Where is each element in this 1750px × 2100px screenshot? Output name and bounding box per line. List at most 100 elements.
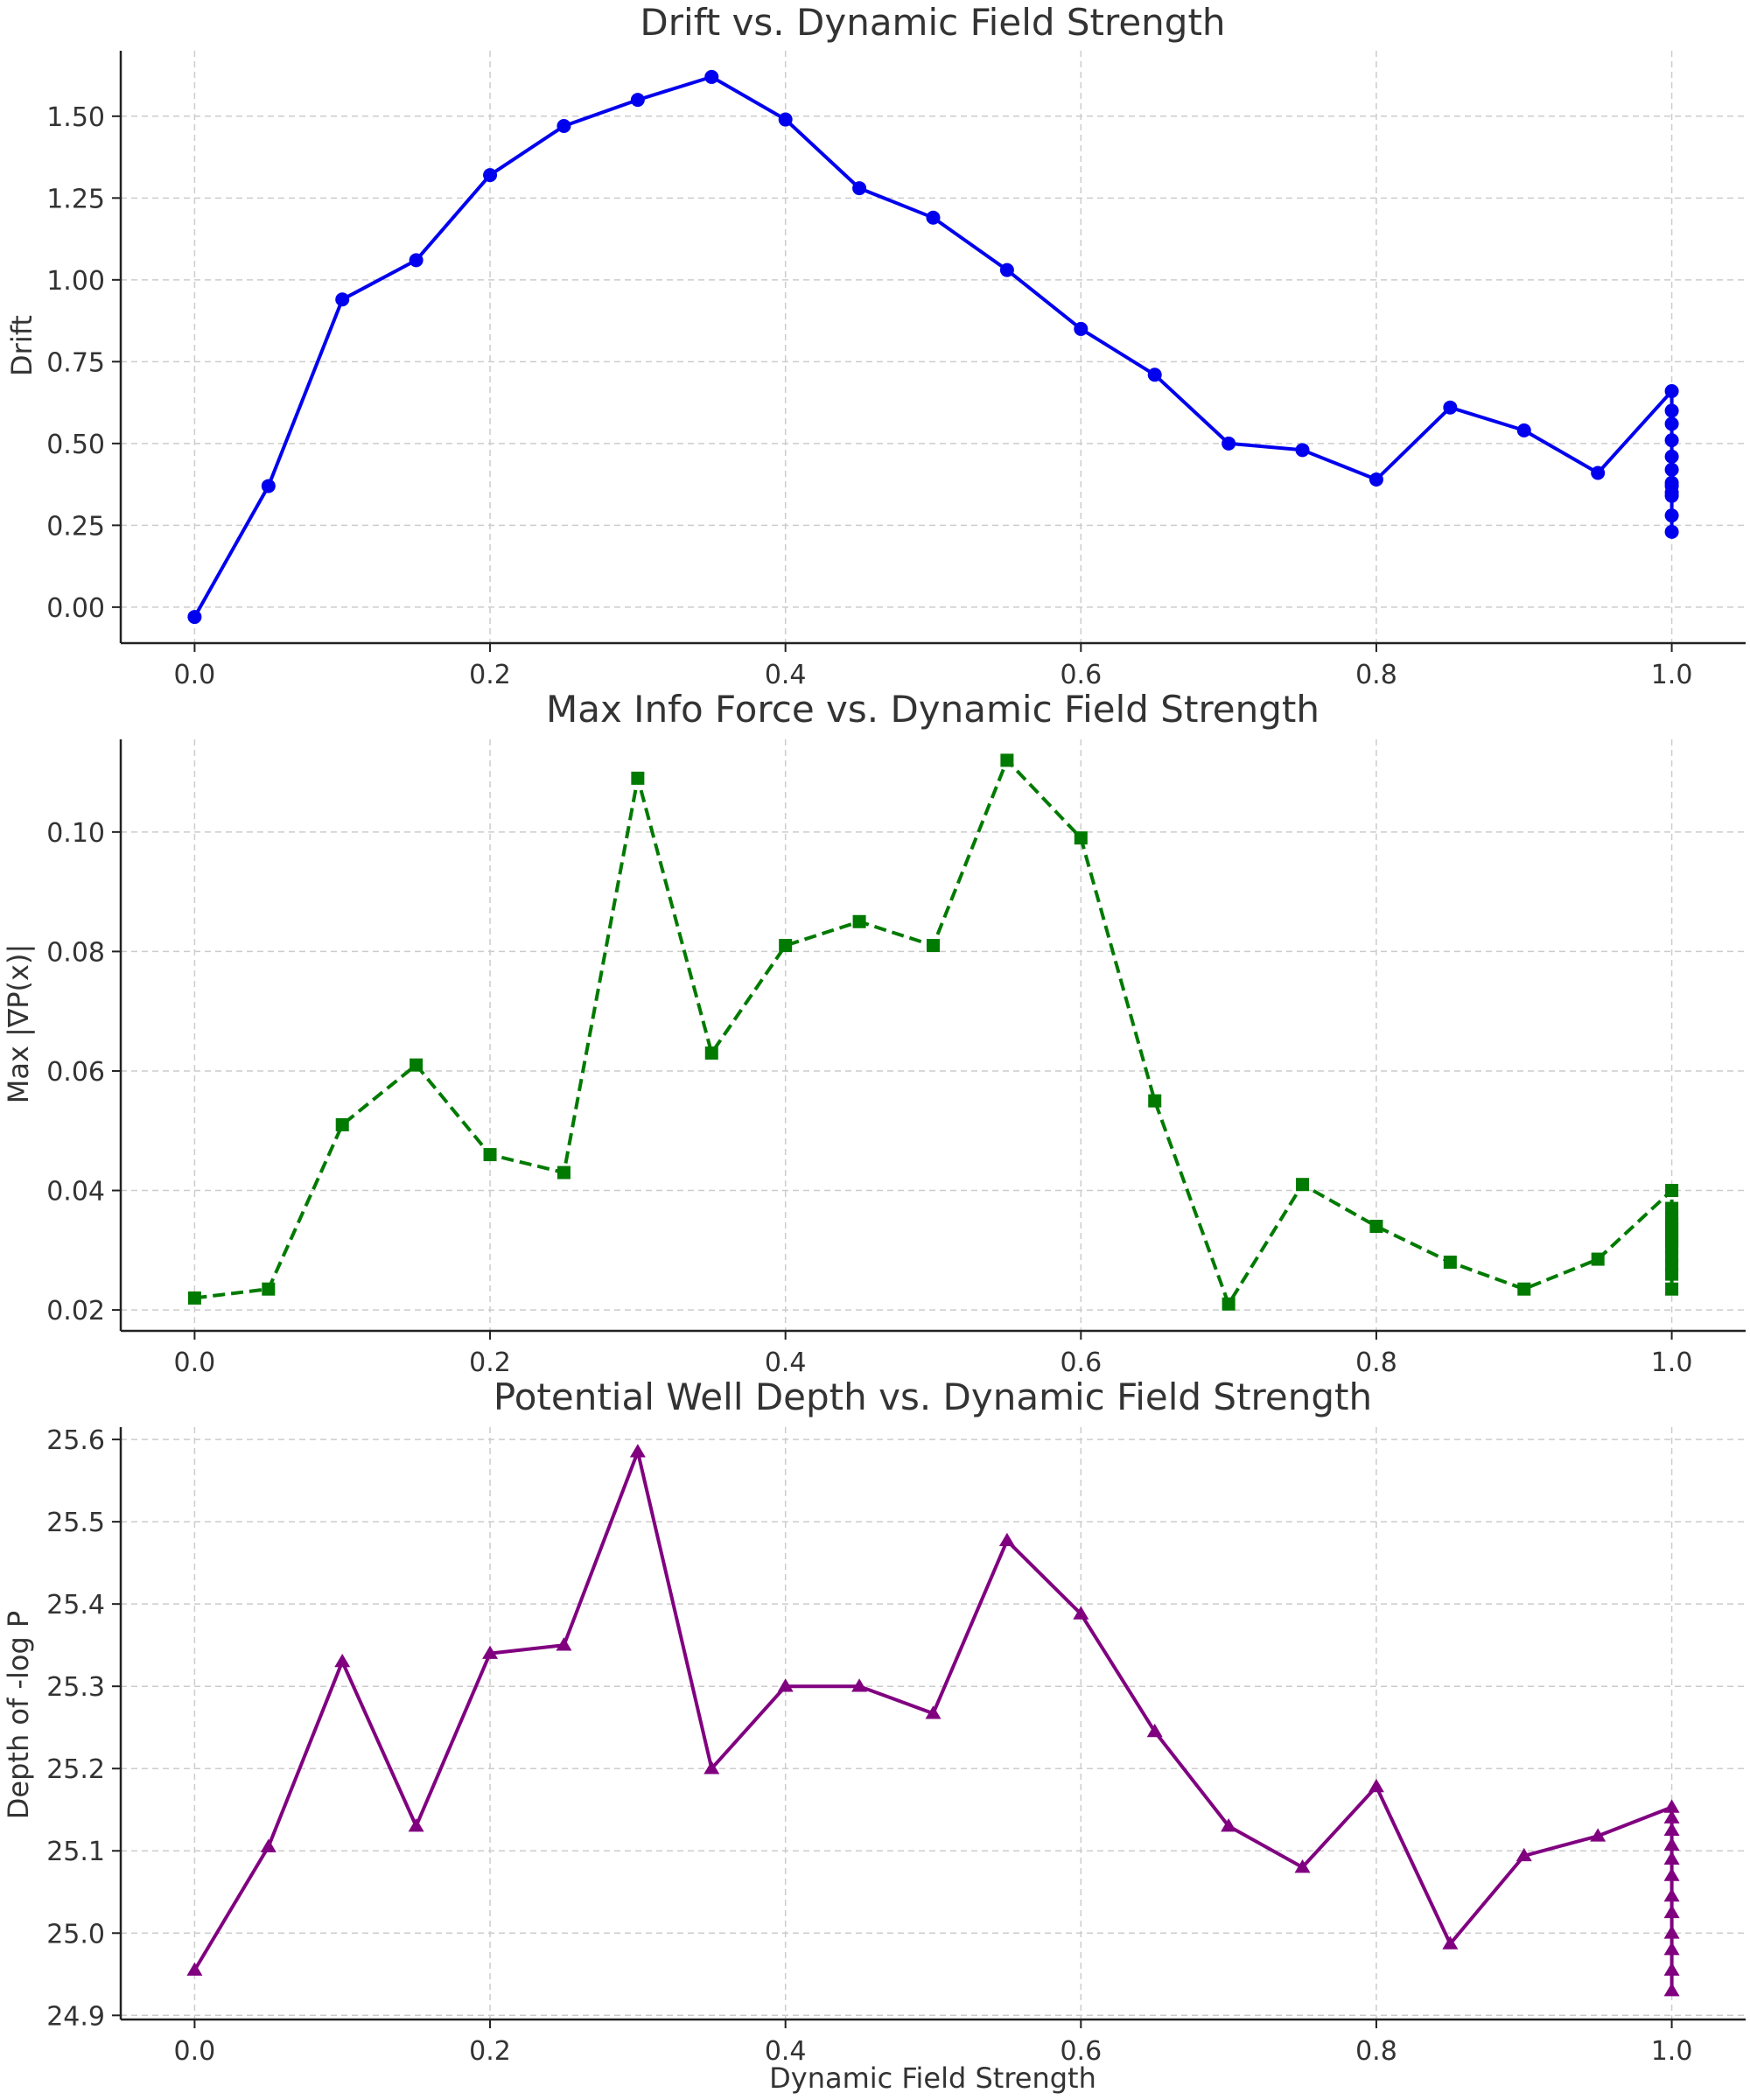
max-info-force-panel-data-point [187, 1291, 201, 1305]
max-info-force-panel: Max Info Force vs. Dynamic Field Strengt… [2, 688, 1746, 1378]
drift-panel-title: Drift vs. Dynamic Field Strength [640, 1, 1225, 44]
potential-well-depth-panel-grid [121, 1427, 1746, 2020]
max-info-force-panel-data-point [1222, 1297, 1236, 1311]
max-info-force-panel-axes: 0.0 0.2 0.4 0.6 0.8 1.0 0.02 0.04 0.06 0.08 0.10 [46, 739, 1746, 1378]
max-info-force-panel-data-point [1443, 1255, 1457, 1269]
max-info-force-panel-xtick-label: 0.4 [765, 1348, 807, 1378]
drift-panel-data-point [1664, 524, 1679, 539]
max-info-force-panel-xtick-label: 0.2 [469, 1348, 511, 1378]
potential-well-depth-panel-data-point [1294, 1859, 1311, 1873]
drift-panel-data-point [1664, 462, 1679, 477]
potential-well-depth-panel-data-point [998, 1532, 1015, 1547]
drift-panel-data-point [999, 262, 1014, 277]
potential-well-depth-panel-data-point [1442, 1936, 1459, 1950]
potential-well-depth-panel-ytick-label: 25.5 [46, 1508, 105, 1538]
potential-well-depth-panel-xtick-label: 0.4 [765, 2036, 807, 2067]
drift-panel-ytick-label: 1.50 [46, 102, 105, 133]
max-info-force-panel-data-point [1000, 753, 1014, 767]
potential-well-depth-panel-data-point [1663, 1925, 1680, 1939]
drift-panel-xtick-label: 0.6 [1060, 660, 1102, 690]
max-info-force-panel-data-point [1517, 1282, 1531, 1296]
max-info-force-panel-ytick-label: 0.02 [46, 1296, 105, 1326]
potential-well-depth-panel-xtick-label: 0.8 [1355, 2036, 1397, 2067]
drift-panel-data-point [1664, 433, 1679, 448]
potential-well-depth-panel-title: Potential Well Depth vs. Dynamic Field S… [494, 1376, 1372, 1418]
potential-well-depth-panel-xlabel: Dynamic Field Strength [769, 2062, 1096, 2095]
drift-panel-data-point [630, 93, 645, 108]
drift-panel: Drift vs. Dynamic Field Strength Drift 0… [5, 1, 1746, 690]
max-info-force-panel-data-point [852, 914, 866, 928]
max-info-force-panel-ylabel: Max |∇P(x)| [2, 944, 35, 1104]
max-info-force-panel-data-point [410, 1058, 424, 1072]
potential-well-depth-panel-xtick-label: 0.2 [469, 2036, 511, 2067]
drift-panel-data-point [1664, 403, 1679, 418]
potential-well-depth-panel-data-point [1073, 1606, 1089, 1620]
max-info-force-panel-data-point [483, 1148, 497, 1162]
max-info-force-panel-data-point [1369, 1220, 1383, 1234]
drift-panel-data-point [483, 168, 498, 183]
drift-panel-data-point [1664, 383, 1679, 398]
drift-panel-data-point [1443, 400, 1458, 415]
drift-panel-ytick-label: 1.00 [46, 266, 105, 297]
max-info-force-panel-xtick-label: 0.0 [174, 1348, 216, 1378]
drift-panel-series [187, 69, 1679, 625]
potential-well-depth-panel-xtick-label: 0.0 [174, 2036, 216, 2067]
drift-panel-grid [121, 51, 1746, 643]
max-info-force-panel-data-point [335, 1117, 349, 1131]
potential-well-depth-panel-data-point [408, 1818, 424, 1832]
max-info-force-panel-series [187, 753, 1679, 1311]
drift-panel-xtick-label: 0.8 [1355, 660, 1397, 690]
max-info-force-panel-ytick-label: 0.04 [46, 1177, 105, 1208]
potential-well-depth-panel-data-point [1663, 1851, 1680, 1865]
potential-well-depth-panel-data-point [1663, 1887, 1680, 1902]
potential-well-depth-panel-ytick-label: 25.0 [46, 1919, 105, 1950]
max-info-force-panel-data-point [927, 939, 940, 953]
max-info-force-panel-title: Max Info Force vs. Dynamic Field Strengt… [546, 688, 1320, 731]
potential-well-depth-panel-data-point [1663, 1867, 1680, 1881]
potential-well-depth-panel-data-point [1663, 1962, 1680, 1976]
potential-well-depth-panel-data-point [1663, 1822, 1680, 1837]
max-info-force-panel-data-point [1665, 1282, 1679, 1296]
potential-well-depth-panel-data-point [186, 1962, 203, 1976]
potential-well-depth-panel-series [186, 1444, 1680, 1997]
drift-panel-data-point [852, 181, 867, 196]
drift-panel-xtick-label: 0.4 [765, 660, 807, 690]
potential-well-depth-panel-data-point [1516, 1847, 1532, 1862]
potential-well-depth-panel-data-point [1663, 1810, 1680, 1824]
potential-well-depth-panel-data-point [704, 1760, 720, 1774]
potential-well-depth-panel-data-point [334, 1653, 351, 1668]
potential-well-depth-panel-data-point [1221, 1818, 1237, 1832]
drift-panel-data-point [1295, 443, 1310, 458]
drift-panel-data-point [1147, 368, 1162, 382]
drift-panel-data-point [1591, 466, 1606, 480]
drift-panel-data-point [187, 610, 202, 625]
max-info-force-panel-ytick-label: 0.08 [46, 937, 105, 968]
potential-well-depth-panel-data-point [1663, 1942, 1680, 1956]
potential-well-depth-panel-data-point [1146, 1723, 1163, 1738]
drift-panel-data-point [335, 292, 350, 307]
potential-well-depth-panel-data-point [777, 1678, 794, 1692]
potential-well-depth-panel-data-point [1368, 1778, 1384, 1793]
max-info-force-panel-data-point [1665, 1184, 1679, 1198]
drift-panel-ytick-label: 1.25 [46, 184, 105, 214]
drift-panel-data-point [704, 69, 719, 84]
potential-well-depth-panel-data-point [629, 1444, 646, 1458]
potential-well-depth-panel-data-point [482, 1645, 499, 1659]
max-info-force-panel-ytick-label: 0.10 [46, 818, 105, 849]
potential-well-depth-panel-ylabel: Depth of -log P [2, 1611, 35, 1819]
potential-well-depth-panel-data-point [925, 1705, 942, 1719]
max-info-force-panel-data-point [556, 1166, 570, 1180]
max-info-force-panel-data-point [704, 1046, 718, 1060]
max-info-force-panel-xtick-label: 1.0 [1651, 1348, 1693, 1378]
drift-panel-data-point [1516, 423, 1531, 438]
max-info-force-panel-data-point [779, 939, 793, 953]
drift-panel-data-point [1368, 472, 1383, 486]
potential-well-depth-panel-ytick-label: 25.4 [46, 1590, 105, 1620]
potential-well-depth-panel-data-point [1663, 1799, 1680, 1813]
drift-panel-ytick-label: 0.50 [46, 430, 105, 460]
drift-panel-data-point [1664, 449, 1679, 464]
potential-well-depth-panel-data-point [1663, 1837, 1680, 1851]
max-info-force-panel-data-point [262, 1282, 276, 1296]
